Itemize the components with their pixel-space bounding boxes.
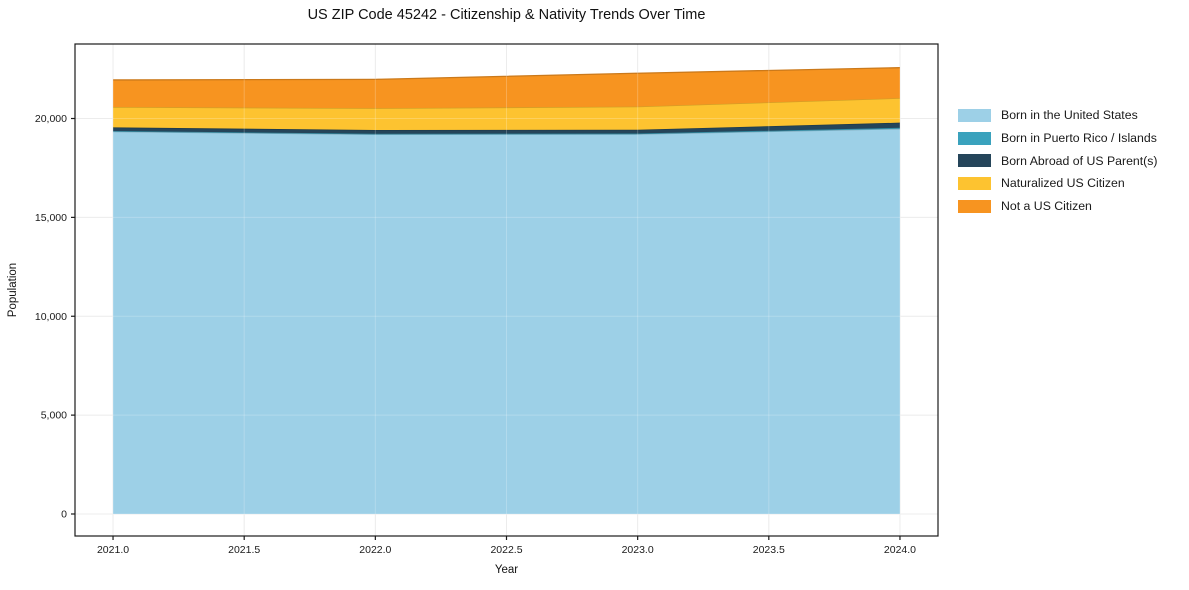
svg-text:2021.5: 2021.5 bbox=[228, 544, 260, 556]
svg-text:10,000: 10,000 bbox=[35, 311, 67, 323]
svg-text:2024.0: 2024.0 bbox=[884, 544, 916, 556]
legend-item-not-citizen: Not a US Citizen bbox=[958, 195, 1158, 218]
svg-text:5,000: 5,000 bbox=[41, 410, 67, 422]
legend-item-puerto-rico: Born in Puerto Rico / Islands bbox=[958, 127, 1158, 150]
svg-text:15,000: 15,000 bbox=[35, 212, 67, 224]
legend-label-puerto-rico: Born in Puerto Rico / Islands bbox=[1001, 131, 1157, 146]
legend-label-not-citizen: Not a US Citizen bbox=[1001, 199, 1092, 214]
legend-item-born-abroad: Born Abroad of US Parent(s) bbox=[958, 149, 1158, 172]
legend-item-born-us: Born in the United States bbox=[958, 104, 1158, 127]
svg-text:20,000: 20,000 bbox=[35, 113, 67, 125]
legend-swatch-not-citizen-icon bbox=[958, 199, 991, 213]
legend-label-naturalized: Naturalized US Citizen bbox=[1001, 176, 1125, 191]
chart-title: US ZIP Code 45242 - Citizenship & Nativi… bbox=[307, 7, 706, 23]
legend-swatch-naturalized-icon bbox=[958, 176, 991, 190]
svg-text:0: 0 bbox=[61, 508, 67, 520]
legend-label-born-us: Born in the United States bbox=[1001, 108, 1138, 123]
legend: Born in the United States Born in Puerto… bbox=[958, 104, 1158, 217]
legend-swatch-born-abroad-icon bbox=[958, 154, 991, 168]
legend-swatch-born-us-icon bbox=[958, 108, 991, 122]
svg-text:2023.0: 2023.0 bbox=[622, 544, 654, 556]
svg-text:2023.5: 2023.5 bbox=[753, 544, 785, 556]
svg-text:2021.0: 2021.0 bbox=[97, 544, 129, 556]
x-axis-label: Year bbox=[494, 564, 519, 576]
legend-swatch-puerto-rico-icon bbox=[958, 131, 991, 145]
svg-text:2022.5: 2022.5 bbox=[490, 544, 522, 556]
y-axis-label: Population bbox=[7, 262, 19, 318]
legend-item-naturalized: Naturalized US Citizen bbox=[958, 172, 1158, 195]
legend-label-born-abroad: Born Abroad of US Parent(s) bbox=[1001, 153, 1158, 168]
svg-text:2022.0: 2022.0 bbox=[359, 544, 391, 556]
